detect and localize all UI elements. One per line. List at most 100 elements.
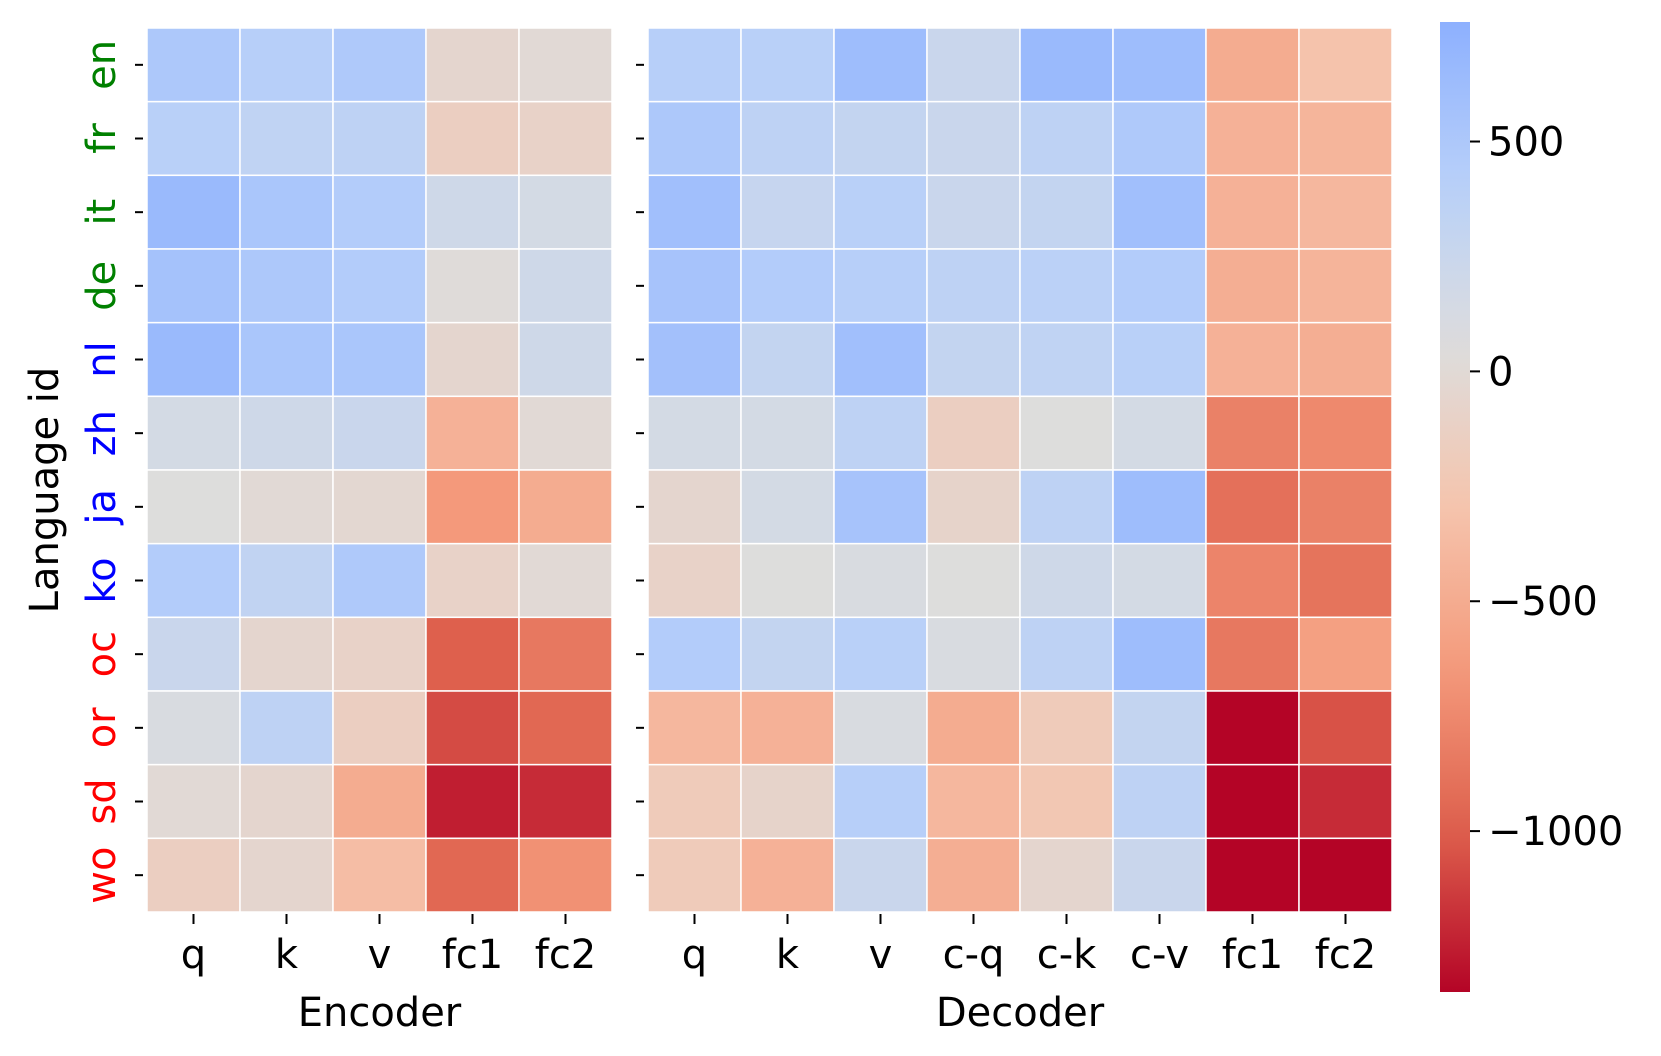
- heatmap-cell: [1019, 27, 1114, 103]
- heatmap-cell: [518, 248, 613, 324]
- heatmap-cell: [1019, 542, 1114, 619]
- heatmap-cell: [647, 321, 742, 398]
- heatmap-cell: [518, 321, 613, 398]
- heatmap-cell: [1298, 27, 1393, 103]
- heatmap-cell: [1112, 395, 1207, 471]
- heatmap-cell: [1205, 763, 1300, 840]
- heatmap-cell: [1298, 321, 1393, 398]
- heatmap-cell: [146, 837, 241, 913]
- heatmap-cell: [146, 321, 241, 398]
- heatmap-cell: [425, 27, 520, 103]
- x-tick-label-fc1: fc1: [1222, 932, 1284, 978]
- heatmap-cell: [1205, 616, 1300, 692]
- heatmap-cell: [425, 174, 520, 250]
- heatmap-cell: [647, 763, 742, 840]
- heatmap-cell: [833, 616, 928, 692]
- heatmap-cell: [425, 469, 520, 545]
- heatmap-cell: [146, 542, 241, 619]
- heatmap-cell: [518, 27, 613, 103]
- heatmap-cell: [1298, 763, 1393, 840]
- row-label-oc: oc: [79, 631, 125, 677]
- heatmap-cell: [926, 248, 1021, 324]
- heatmap-cell: [926, 469, 1021, 545]
- heatmap-cell: [332, 321, 427, 398]
- heatmap-cell: [740, 837, 835, 913]
- heatmap-cell: [425, 321, 520, 398]
- heatmap-cell: [1205, 27, 1300, 103]
- heatmap-cell: [1298, 616, 1393, 692]
- heatmap-cell: [1019, 690, 1114, 766]
- heatmap-cell: [740, 542, 835, 619]
- heatmap-cell: [332, 616, 427, 692]
- heatmap-cell: [332, 542, 427, 619]
- heatmap-cell: [146, 100, 241, 177]
- heatmap-cell: [740, 321, 835, 398]
- row-label-it: it: [79, 199, 125, 226]
- heatmap-cell: [1205, 321, 1300, 398]
- heatmap-cell: [239, 837, 334, 913]
- heatmap-cell: [518, 837, 613, 913]
- heatmap-cell: [833, 248, 928, 324]
- heatmap-cell: [1112, 616, 1207, 692]
- heatmap-cell: [425, 542, 520, 619]
- decoder-panel: q k v c-q c-k c-v fc1 fc2 Decoder: [636, 27, 1393, 1036]
- heatmap-cell: [1298, 690, 1393, 766]
- heatmap-cell: [740, 469, 835, 545]
- heatmap-cell: [647, 469, 742, 545]
- heatmap-cell: [1112, 321, 1207, 398]
- heatmap-cell: [740, 395, 835, 471]
- heatmap-cell: [332, 469, 427, 545]
- heatmap-cell: [1019, 248, 1114, 324]
- heatmap-cell: [926, 174, 1021, 250]
- heatmap-cell: [1205, 542, 1300, 619]
- heatmap-cell: [833, 837, 928, 913]
- x-tick-label-fc2: fc2: [1315, 932, 1377, 978]
- heatmap-cell: [1205, 837, 1300, 913]
- heatmap-cell: [518, 395, 613, 471]
- heatmap-cell: [239, 321, 334, 398]
- x-tick-label-q: q: [682, 932, 707, 978]
- heatmap-cell: [1298, 100, 1393, 177]
- heatmap-cell: [332, 837, 427, 913]
- heatmap-cell: [833, 542, 928, 619]
- heatmap-cell: [926, 100, 1021, 177]
- heatmap-cell: [239, 27, 334, 103]
- heatmap-cell: [1205, 248, 1300, 324]
- row-label-ja: ja: [79, 489, 125, 526]
- x-tick-label-k: k: [776, 932, 800, 978]
- heatmap-cell: [518, 174, 613, 250]
- heatmap-cell: [833, 100, 928, 177]
- heatmap-cell: [425, 100, 520, 177]
- heatmap-cell: [1205, 690, 1300, 766]
- heatmap-cell: [833, 174, 928, 250]
- x-tick-label-fc1: fc1: [442, 932, 504, 978]
- heatmap-cell: [833, 321, 928, 398]
- heatmap-cell: [239, 616, 334, 692]
- heatmap-cell: [740, 763, 835, 840]
- row-labels: en fr it de nl zh ja ko oc or sd wo: [79, 40, 125, 904]
- heatmap-cell: [1019, 616, 1114, 692]
- heatmap-cell: [239, 469, 334, 545]
- heatmap-cell: [332, 395, 427, 471]
- heatmap-cell: [833, 763, 928, 840]
- heatmap-cell: [425, 763, 520, 840]
- heatmap-cell: [332, 248, 427, 324]
- x-tick-label-v: v: [368, 932, 392, 978]
- heatmap-cell: [926, 27, 1021, 103]
- heatmap-cell: [518, 100, 613, 177]
- colorbar-gradient: [1440, 22, 1470, 992]
- heatmap-cell: [647, 174, 742, 250]
- encoder-panel: q k v fc1 fc2 Encoder: [135, 27, 613, 1036]
- heatmap-cell: [239, 763, 334, 840]
- heatmap-cell: [647, 100, 742, 177]
- heatmap-cell: [518, 690, 613, 766]
- heatmap-cell: [833, 690, 928, 766]
- heatmap-cell: [1112, 174, 1207, 250]
- heatmap-cell: [740, 248, 835, 324]
- x-axis-label-encoder: Encoder: [298, 990, 462, 1036]
- heatmap-cell: [1112, 542, 1207, 619]
- heatmap-cell: [1205, 100, 1300, 177]
- heatmap-cell: [740, 174, 835, 250]
- heatmap-cell: [518, 469, 613, 545]
- heatmap-cell: [425, 837, 520, 913]
